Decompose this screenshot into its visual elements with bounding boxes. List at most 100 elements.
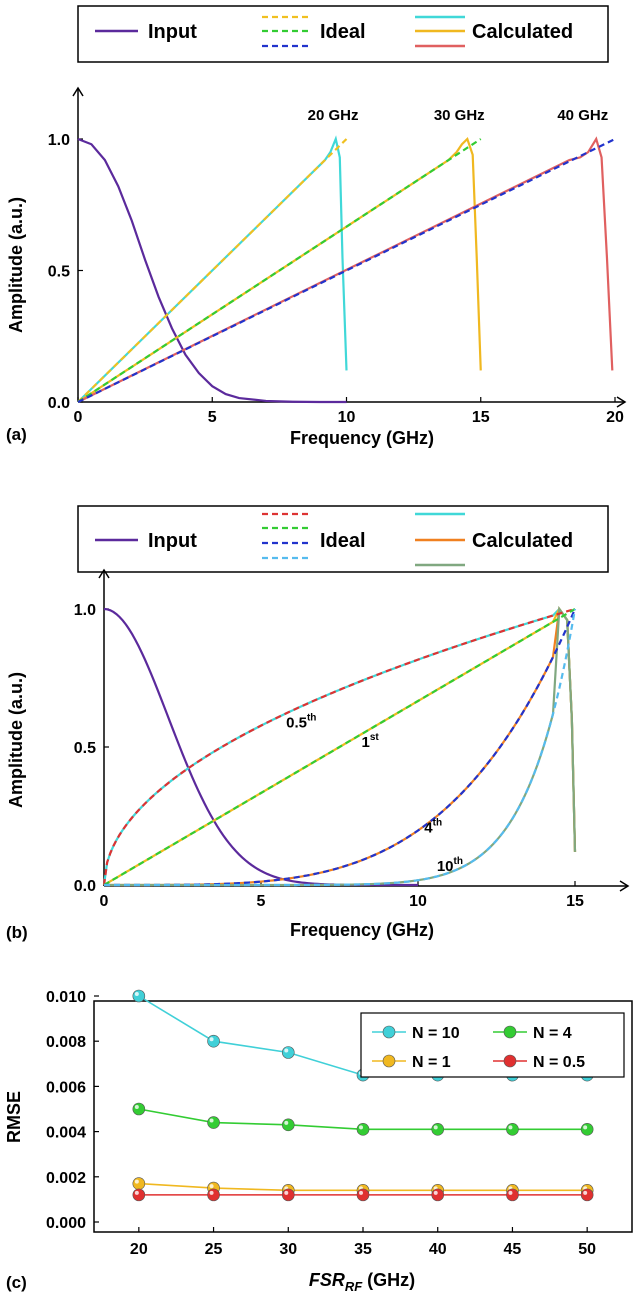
legend-swatch-marker: [503, 1025, 517, 1039]
data-point: [207, 1188, 220, 1202]
x-axis-title: FSRRF (GHz): [309, 1270, 415, 1294]
x-tick-label: 15: [472, 409, 490, 426]
legend-box: [77, 505, 609, 573]
data-point: [431, 1123, 445, 1136]
x-tick-label: 15: [566, 893, 584, 910]
data-point-highlight: [209, 1184, 214, 1189]
data-point-highlight: [433, 1125, 438, 1130]
x-axis-arrow: [619, 880, 630, 892]
x-axis-arrow: [616, 396, 627, 408]
peak-annotation: 20 GHz: [308, 107, 359, 124]
series-line: [77, 138, 348, 403]
legend-box: [360, 1012, 625, 1078]
data-point: [281, 1046, 295, 1059]
y-tick-label: 0.5: [48, 264, 70, 281]
input-series-line: [103, 607, 418, 887]
ideal-series-line: [104, 608, 577, 887]
y-axis-arrow: [72, 86, 84, 97]
order-annotation: 0.5th: [286, 713, 316, 732]
data-point: [356, 1123, 370, 1136]
y-tick-label: 0.010: [46, 989, 86, 1006]
data-point-highlight: [284, 1048, 289, 1053]
data-point: [431, 1188, 445, 1202]
panel-label: (a): [6, 425, 27, 444]
data-point-highlight: [508, 1190, 513, 1195]
ideal-series-line: [103, 608, 576, 886]
legend-swatch-marker: [382, 1025, 396, 1039]
x-axis-title-unit: (GHz): [362, 1270, 415, 1290]
x-tick-label: 50: [578, 1241, 596, 1258]
x-tick-label: 0: [74, 409, 83, 426]
series-line: [77, 136, 614, 403]
data-point: [132, 989, 146, 1003]
data-point: [580, 1188, 594, 1202]
data-point: [207, 1034, 220, 1048]
x-tick-label: 35: [354, 1241, 372, 1258]
x-tick-label: 40: [429, 1241, 447, 1258]
series-line: [77, 135, 348, 403]
panel-label: (b): [6, 923, 28, 942]
legend-swatch-marker: [382, 1054, 396, 1068]
legend-label: N = 4: [533, 1025, 572, 1042]
series-line: [77, 138, 482, 403]
data-point: [356, 1188, 370, 1202]
y-tick-label: 0.006: [46, 1079, 86, 1096]
data-point: [207, 1116, 220, 1129]
y-tick-label: 0.0: [48, 395, 70, 412]
data-point-highlight: [433, 1190, 438, 1195]
y-tick-label: 0.002: [46, 1170, 86, 1187]
data-point-highlight: [134, 1190, 139, 1195]
data-point: [580, 1123, 594, 1136]
y-axis-title: Amplitude (a.u.): [6, 197, 26, 333]
x-tick-label: 10: [409, 893, 427, 910]
data-point: [281, 1188, 295, 1202]
y-tick-label: 0.5: [74, 740, 96, 757]
x-axis-title-sub: RF: [345, 1279, 363, 1294]
x-tick-label: 10: [338, 409, 356, 426]
peak-annotation: 30 GHz: [434, 107, 485, 124]
x-axis-title-fsr: FSR: [309, 1270, 345, 1290]
x-tick-label: 45: [504, 1241, 522, 1258]
order-annotation-sup: th: [433, 818, 442, 829]
series-line: [77, 137, 347, 404]
x-tick-label: 5: [208, 409, 217, 426]
data-point-highlight: [359, 1190, 363, 1195]
y-tick-label: 0.004: [46, 1125, 86, 1142]
data-point: [281, 1118, 295, 1132]
ideal-series-line: [102, 607, 576, 886]
data-point-highlight: [583, 1125, 588, 1130]
y-tick-label: 1.0: [74, 602, 96, 619]
legend-ideal-label: Ideal: [320, 530, 366, 552]
data-point-highlight: [209, 1037, 214, 1042]
x-axis-title: Frequency (GHz): [290, 428, 434, 448]
data-point-highlight: [508, 1125, 513, 1130]
legend-input-label: Input: [148, 21, 197, 43]
data-point: [506, 1188, 519, 1202]
data-point-highlight: [209, 1190, 214, 1195]
x-tick-label: 30: [279, 1241, 297, 1258]
y-axis-title: Amplitude (a.u.): [6, 672, 26, 808]
order-annotation: 10th: [437, 856, 463, 875]
panel-label: (c): [6, 1273, 27, 1292]
legend-input-label: Input: [148, 530, 197, 552]
order-annotation: 4th: [424, 818, 442, 837]
data-point-highlight: [583, 1190, 588, 1195]
data-point: [132, 1188, 146, 1202]
data-point: [506, 1123, 519, 1136]
panel-c: 20 25 30 35 40 45 50 0.000 0.002 0.004 0.006 0.008 0…: [4, 989, 633, 1294]
x-tick-label: 0: [100, 893, 109, 910]
legend-swatch-marker: [503, 1054, 517, 1068]
panel-a: Input Ideal Calculated 0 5 10 15 20 0.0 0.5 1.0 Fre…: [6, 5, 627, 448]
y-axis-arrow: [98, 568, 110, 579]
x-tick-label: 20: [130, 1241, 148, 1258]
data-point-highlight: [284, 1120, 289, 1125]
x-tick-label: 25: [205, 1241, 223, 1258]
data-point: [132, 1102, 146, 1116]
order-annotation-sup: st: [370, 732, 380, 743]
y-tick-label: 0.0: [74, 878, 96, 895]
panel-b: Input Ideal Calculated 0 5 10 15 0.0 0.5 1.0 Frequ…: [6, 505, 630, 942]
data-point-highlight: [134, 1105, 139, 1109]
x-tick-label: 20: [606, 409, 624, 426]
y-tick-label: 0.008: [46, 1034, 86, 1051]
